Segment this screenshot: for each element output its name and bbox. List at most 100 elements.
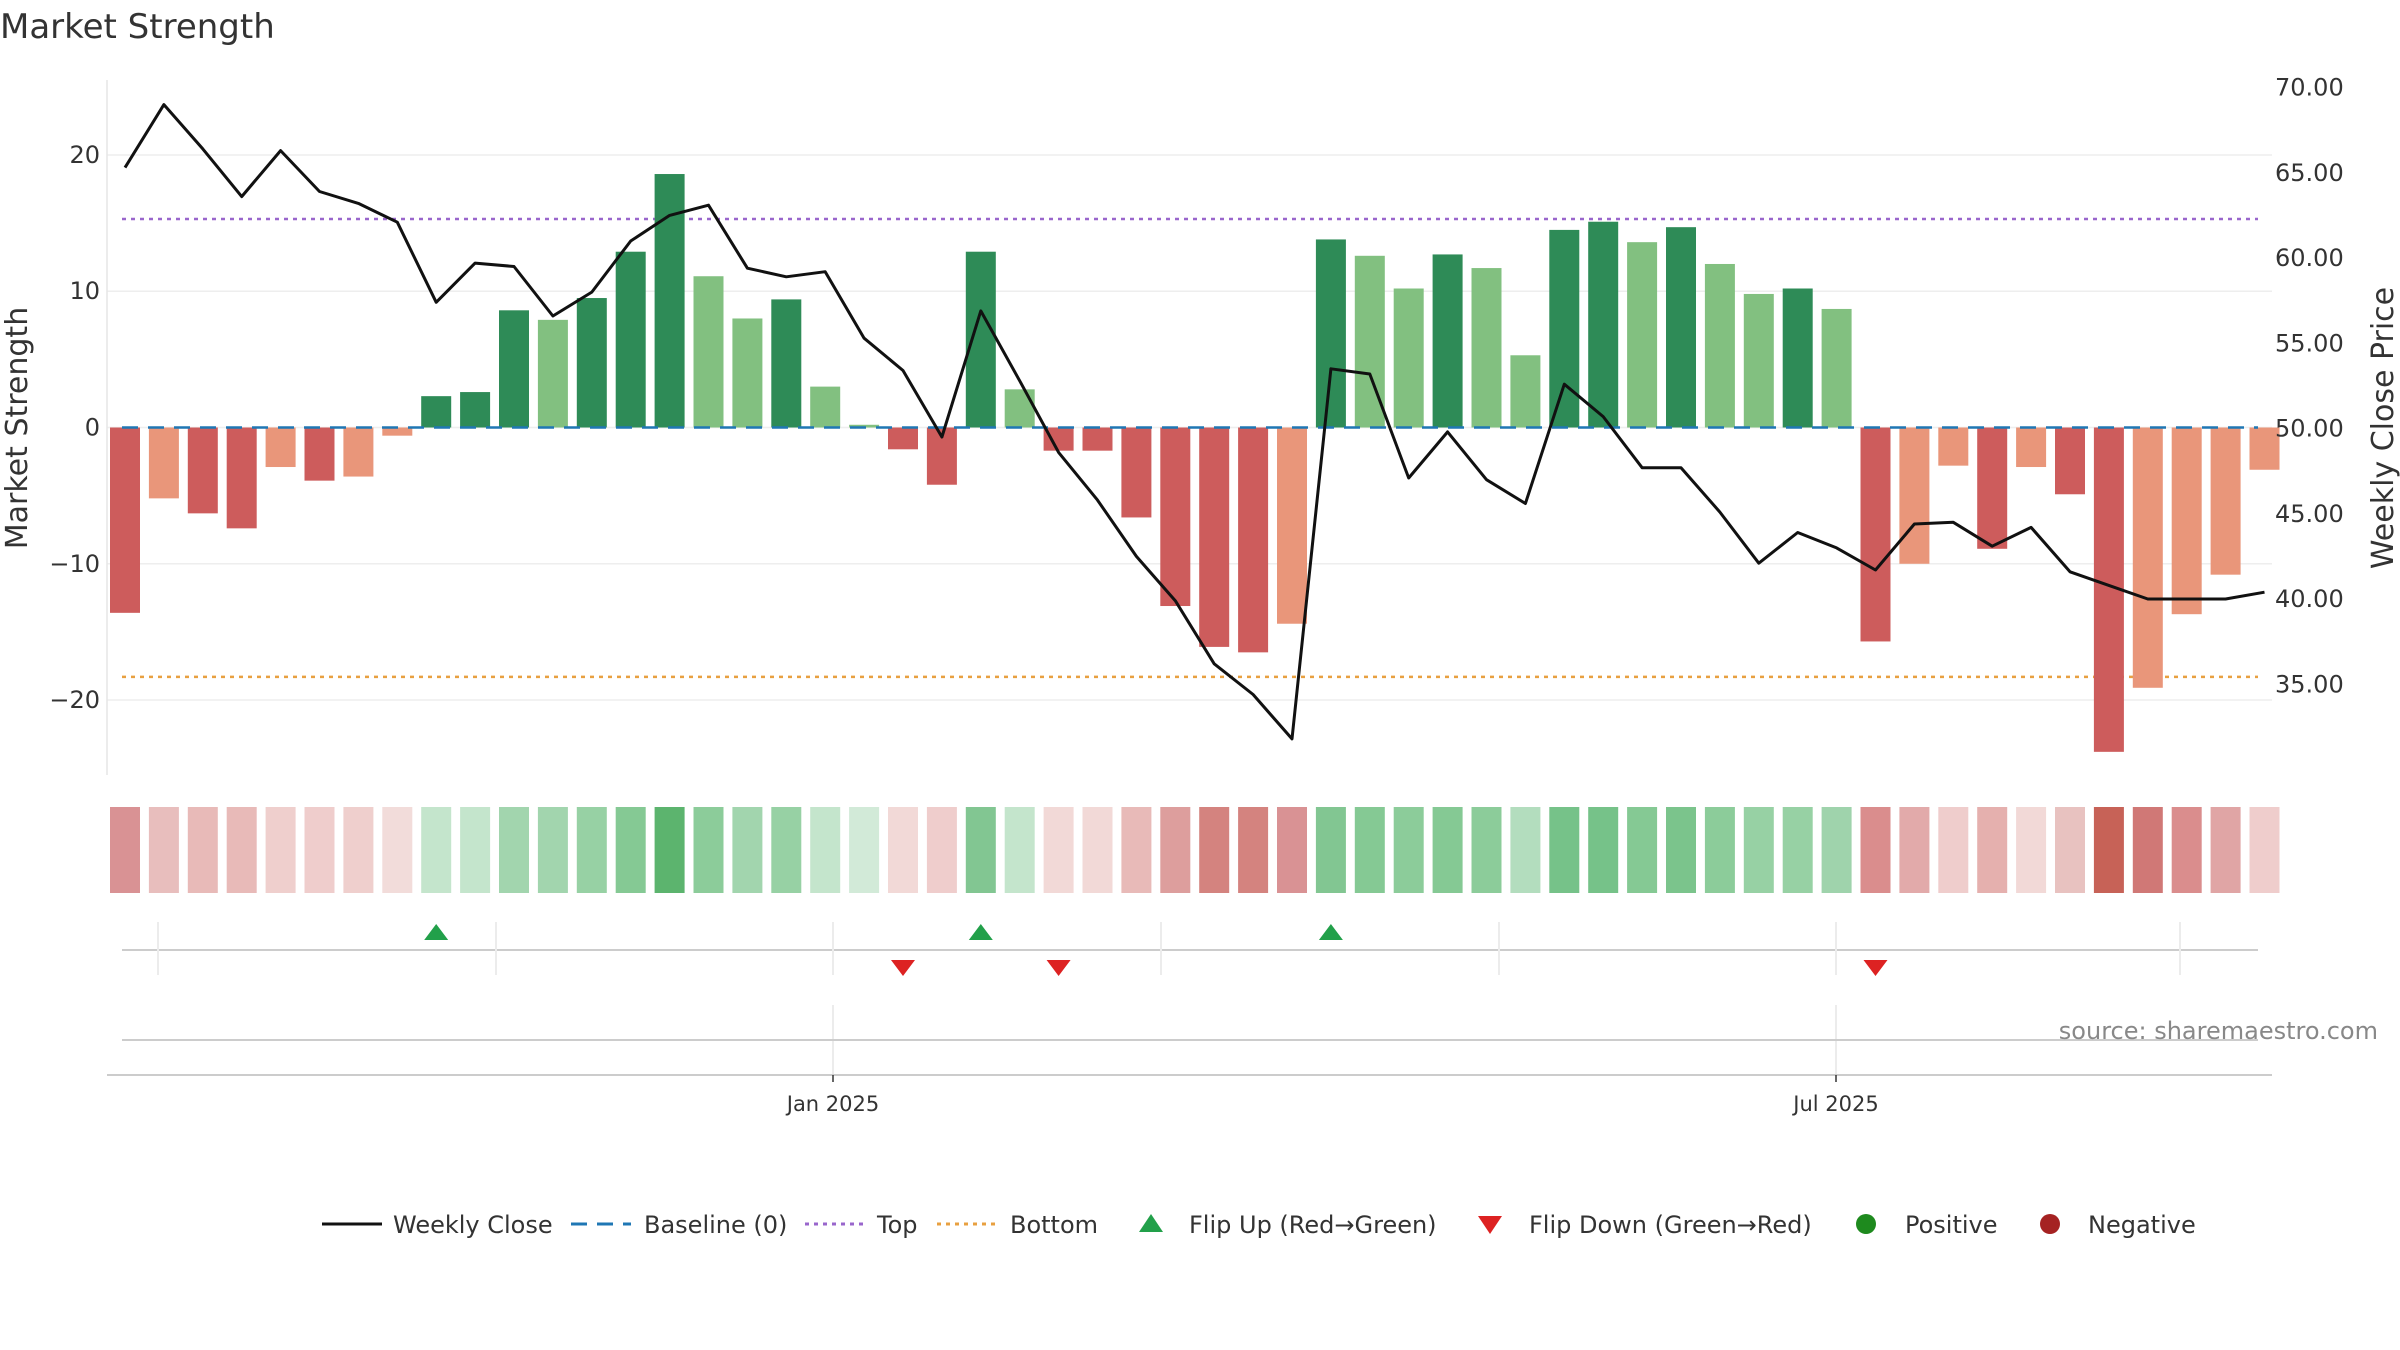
strength-bar: [1782, 288, 1813, 428]
left-axis-title: Market Strength: [0, 307, 35, 549]
heat-cell: [1704, 807, 1735, 893]
strength-bars: [110, 174, 2280, 752]
strength-bar: [2055, 427, 2085, 495]
strength-bar: [888, 427, 918, 450]
legend-weekly-close: Weekly Close: [393, 1211, 553, 1239]
heat-cell: [1821, 807, 1852, 893]
strength-bar: [1238, 427, 1269, 653]
heat-cell: [926, 807, 957, 893]
legend: Weekly Close Baseline (0) Top Bottom Fli…: [322, 1211, 2196, 1239]
strength-bar: [1510, 355, 1541, 428]
heat-cell: [1471, 807, 1502, 893]
heat-cell: [2171, 807, 2202, 893]
flip-markers: [424, 924, 1888, 976]
heat-cell: [1666, 807, 1696, 893]
strength-bar: [1082, 427, 1113, 451]
heat-cell: [382, 807, 413, 893]
strength-bar: [1277, 427, 1307, 624]
strength-bar: [576, 298, 607, 428]
heat-cell: [265, 807, 296, 893]
legend-negative-swatch: [2040, 1214, 2060, 1234]
heat-cell: [615, 807, 646, 893]
strength-bar: [148, 427, 179, 499]
strength-bar: [2249, 427, 2280, 470]
strength-bar: [1393, 288, 1424, 428]
strength-bar: [304, 427, 335, 481]
x-tick-jan-2025: Jan 2025: [785, 1092, 880, 1116]
chart-title: Market Strength: [0, 7, 275, 47]
strength-bar: [1821, 308, 1852, 428]
right-tick-label: 40.00: [2275, 585, 2344, 613]
heat-cell: [499, 807, 529, 893]
right-tick-label: 35.00: [2275, 670, 2344, 698]
strength-bar: [499, 310, 529, 428]
strength-bar: [1627, 242, 1658, 428]
left-tick-label: 0: [85, 414, 100, 442]
heat-cell: [304, 807, 335, 893]
strength-bar: [2016, 427, 2047, 468]
strength-bar: [1549, 229, 1580, 428]
strength-bar: [1160, 427, 1191, 607]
legend-flip-up: Flip Up (Red→Green): [1189, 1211, 1437, 1239]
heat-cell: [1627, 807, 1658, 893]
heat-cell: [537, 807, 568, 893]
strength-bar: [1432, 254, 1463, 428]
heat-cell: [576, 807, 607, 893]
x-tick-jul-2025: Jul 2025: [1791, 1092, 1878, 1116]
strength-bar: [615, 251, 646, 428]
strength-bar: [1199, 427, 1230, 647]
strength-bar: [1743, 293, 1774, 428]
strength-bar: [732, 318, 763, 428]
right-tick-label: 45.00: [2275, 500, 2344, 528]
legend-flip-down-swatch: [1478, 1216, 1502, 1234]
legend-bottom: Bottom: [1010, 1211, 1098, 1239]
heat-cell: [1199, 807, 1230, 893]
strength-bar: [110, 427, 140, 613]
strength-bar: [1977, 427, 2008, 549]
strength-bar: [1471, 268, 1502, 428]
right-tick-label: 55.00: [2275, 329, 2344, 357]
strength-bar: [810, 386, 841, 428]
heat-cell: [2249, 807, 2280, 893]
strength-bar: [1004, 389, 1035, 428]
flip-down-marker: [891, 960, 915, 976]
flip-up-marker: [968, 924, 993, 940]
left-tick-label: −10: [49, 550, 100, 578]
heat-cell: [2093, 807, 2124, 893]
legend-top: Top: [876, 1211, 918, 1239]
strength-bar: [537, 319, 568, 428]
heat-cell: [1782, 807, 1813, 893]
strength-bar: [693, 276, 724, 428]
heat-cell: [1043, 807, 1074, 893]
strength-bar: [421, 396, 452, 428]
strength-bar: [1121, 427, 1152, 518]
heat-cell: [2016, 807, 2047, 893]
heat-cell: [849, 807, 880, 893]
left-tick-label: −20: [49, 686, 100, 714]
heat-cell: [1432, 807, 1463, 893]
strength-bar: [2171, 427, 2202, 615]
heat-cell: [965, 807, 996, 893]
heat-cell: [1354, 807, 1385, 893]
legend-baseline: Baseline (0): [644, 1211, 787, 1239]
heat-cell: [2055, 807, 2085, 893]
right-tick-label: 65.00: [2275, 159, 2344, 187]
heat-cell: [1977, 807, 2008, 893]
legend-flip-up-swatch: [1139, 1214, 1163, 1232]
heat-cell: [187, 807, 218, 893]
strength-bar: [460, 392, 491, 428]
heat-cell: [888, 807, 918, 893]
strength-bar: [1315, 239, 1346, 428]
strength-bar: [1043, 427, 1074, 451]
legend-negative: Negative: [2088, 1211, 2196, 1239]
strength-bar: [771, 299, 802, 428]
strength-bar: [343, 427, 374, 477]
heat-cell: [693, 807, 724, 893]
heat-cell: [460, 807, 491, 893]
heat-cell: [1743, 807, 1774, 893]
signal-dot-panel: [107, 1005, 2272, 1076]
right-tick-label: 50.00: [2275, 415, 2344, 443]
heat-cell: [654, 807, 685, 893]
flip-up-marker: [424, 924, 449, 940]
